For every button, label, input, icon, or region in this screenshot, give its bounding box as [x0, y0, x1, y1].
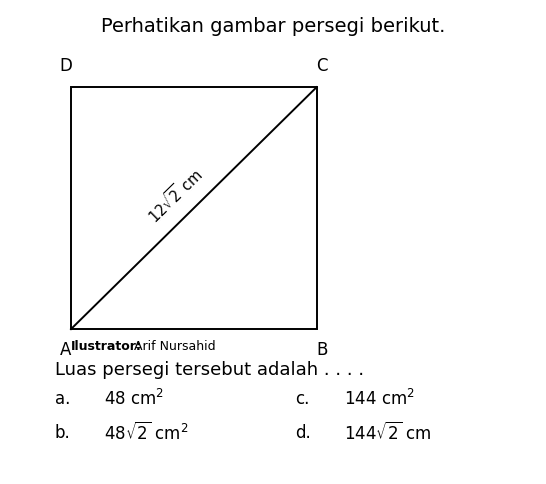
Text: 48$\sqrt{2}$ cm$^2$: 48$\sqrt{2}$ cm$^2$ — [104, 422, 188, 444]
Text: Ilustrator:: Ilustrator: — [71, 340, 142, 352]
Text: a.: a. — [55, 390, 70, 408]
Text: A: A — [60, 341, 71, 359]
Text: Luas persegi tersebut adalah . . . .: Luas persegi tersebut adalah . . . . — [55, 361, 364, 379]
Text: 144 cm$^2$: 144 cm$^2$ — [344, 389, 415, 409]
Text: 48 cm$^2$: 48 cm$^2$ — [104, 389, 164, 409]
Text: d.: d. — [295, 424, 311, 442]
Text: c.: c. — [295, 390, 309, 408]
Text: 144$\sqrt{2}$ cm: 144$\sqrt{2}$ cm — [344, 422, 431, 444]
Text: b.: b. — [55, 424, 70, 442]
Bar — [71, 87, 317, 329]
Text: Perhatikan gambar persegi berikut.: Perhatikan gambar persegi berikut. — [101, 17, 445, 36]
Text: D: D — [59, 57, 72, 75]
Text: Arif Nursahid: Arif Nursahid — [134, 340, 215, 352]
Text: C: C — [316, 57, 328, 75]
Text: $12\sqrt{2}$ cm: $12\sqrt{2}$ cm — [143, 165, 206, 227]
Text: B: B — [317, 341, 328, 359]
